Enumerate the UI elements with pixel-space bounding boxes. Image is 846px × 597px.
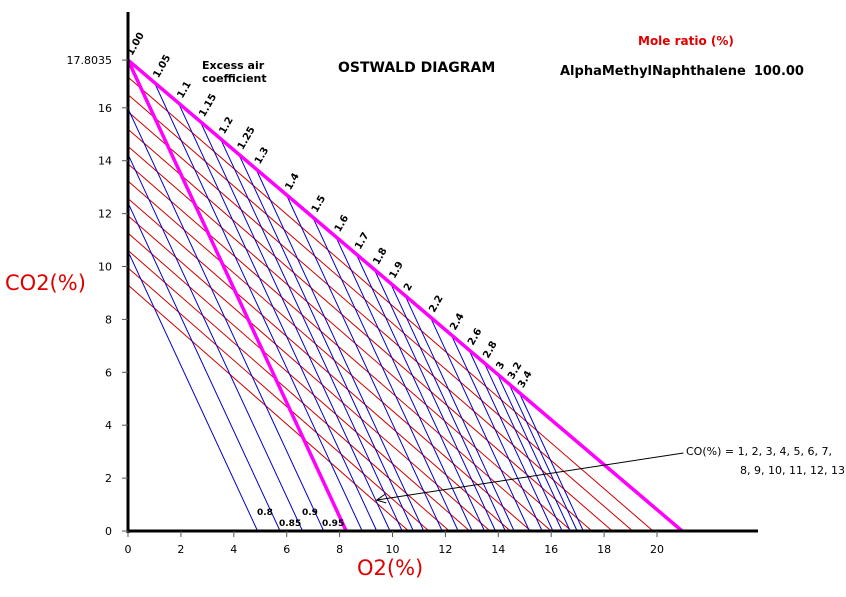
x-tick-label: 16 <box>544 543 558 556</box>
lambda-line-3.4 <box>518 392 584 532</box>
x-tick-label: 6 <box>283 543 290 556</box>
lambda-line-1.8 <box>373 269 496 532</box>
x-tick-label: 20 <box>650 543 664 556</box>
x-tick-label: 8 <box>336 543 343 556</box>
annotation-arrow-line <box>376 452 684 501</box>
annotation-arrowhead <box>375 493 387 504</box>
y-tick-label: 2 <box>105 472 112 485</box>
lambda-line-3 <box>496 373 571 532</box>
lambda-line-2.2 <box>429 316 530 532</box>
y-axis-title-text: CO2(%) <box>5 271 86 295</box>
lambda-line-2.8 <box>483 362 563 532</box>
lambda-label-1.15: 1.15 <box>197 92 219 119</box>
x-tick-label: 12 <box>438 543 452 556</box>
x-tick-label: 2 <box>177 543 184 556</box>
y-tick-label: 6 <box>105 366 112 379</box>
lambda-label-1.9: 1.9 <box>388 260 406 281</box>
lambda-label-0.9: 0.9 <box>302 508 318 518</box>
lambda-line-1.2 <box>219 138 403 532</box>
y-tick-label: 4 <box>105 419 112 432</box>
boundary-line-co-zero <box>126 58 684 533</box>
co-line-3 <box>127 111 613 532</box>
lambda-line-1.3 <box>255 168 425 532</box>
excess-air-title: Excess air coefficient <box>202 59 267 85</box>
x-axis-title: O2(%) <box>357 556 423 580</box>
lambda-lines <box>127 82 584 532</box>
fuel-name: AlphaMethylNaphthalene <box>560 64 746 79</box>
lambda-line-1.25 <box>238 154 414 532</box>
y-tick-label: 16 <box>98 102 112 115</box>
lambda-line-1.9 <box>390 282 506 532</box>
co-annotation-arrow <box>375 452 684 504</box>
lambda-label-0.8: 0.8 <box>257 508 273 518</box>
lambda-label-1.1: 1.1 <box>175 80 193 101</box>
lambda-label-2.6: 2.6 <box>466 327 484 348</box>
axes: 0 2 4 6 8 10 12 14 16 18 20 0 2 4 6 8 10 12 14 16 17.8035 <box>67 12 758 556</box>
lambda-label-1.8: 1.8 <box>371 246 389 267</box>
y-tick-label: 10 <box>98 261 112 274</box>
lambda-label-0.95: 0.95 <box>322 519 344 529</box>
lambda-line-0.95 <box>127 108 325 532</box>
lambda-line-1.6 <box>335 236 473 532</box>
lambda-line-1.5 <box>312 216 459 532</box>
lambda-label-1.3: 1.3 <box>253 145 271 166</box>
y-axis-title: CO2(%) <box>5 271 86 295</box>
x-axis-title-text: O2(%) <box>357 556 424 580</box>
y-tick-label: 0 <box>105 525 112 538</box>
boundary-lines <box>126 58 684 533</box>
lambda-label-3: 3 <box>494 360 507 372</box>
lambda-line-1.05 <box>153 82 363 532</box>
lambda-label-1.5: 1.5 <box>310 194 328 215</box>
lambda-line-1.7 <box>355 253 485 532</box>
lambda-line-1.15 <box>199 121 391 532</box>
co-line-2 <box>127 94 633 532</box>
x-tick-label: 10 <box>386 543 400 556</box>
fuel-ratio: 100.00 <box>753 64 804 79</box>
boundary-line-stoichiometric <box>126 59 348 532</box>
lambda-label-1.25: 1.25 <box>236 125 258 152</box>
lambda-label-2.2: 2.2 <box>427 294 445 315</box>
lambda-label-1.6: 1.6 <box>333 213 351 234</box>
lambda-label-1.2: 1.2 <box>217 115 235 136</box>
x-tick-label: 0 <box>125 543 132 556</box>
lambda-label-1.7: 1.7 <box>353 231 371 252</box>
co-line-13 <box>127 284 409 532</box>
y-tick-label: 14 <box>98 155 112 168</box>
lambda-line-0.85 <box>127 202 281 532</box>
lambda-line-3.2 <box>508 383 578 532</box>
lambda-label-2.4: 2.4 <box>448 311 466 332</box>
co-line-7 <box>127 180 532 532</box>
lambda-line-0.8 <box>127 251 259 532</box>
co-line-9 <box>127 215 491 532</box>
co-annotation-line1: CO(%) = 1, 2, 3, 4, 5, 6, 7, <box>686 445 833 458</box>
co-line-11 <box>127 249 450 532</box>
lambda-label-2.8: 2.8 <box>481 339 499 360</box>
y-tick-label: 12 <box>98 208 112 221</box>
co-line-5 <box>127 146 572 532</box>
lambda-line-0.9 <box>127 154 304 532</box>
co-line-10 <box>127 232 471 532</box>
fuel-row: AlphaMethylNaphthalene 100.00 <box>560 64 804 79</box>
x-tick-label: 4 <box>230 543 237 556</box>
lambda-line-1.4 <box>285 194 443 532</box>
y-max-label: 17.8035 <box>67 54 113 67</box>
lambda-label-1.4: 1.4 <box>283 171 301 192</box>
lambda-label-0.85: 0.85 <box>279 519 301 529</box>
co-line-8 <box>127 198 511 532</box>
lambda-line-2 <box>404 295 515 532</box>
x-tick-label: 14 <box>491 543 505 556</box>
y-tick-label: 8 <box>105 313 112 326</box>
lambda-line-1.1 <box>177 102 378 532</box>
lambda-label-1.05: 1.05 <box>151 53 173 80</box>
chart-title: OSTWALD DIAGRAM <box>338 60 496 76</box>
mole-ratio-title: Mole ratio (%) <box>638 34 734 48</box>
co-line-6 <box>127 163 552 532</box>
lambda-label-2: 2 <box>402 281 415 293</box>
lambda-line-2.4 <box>450 334 543 532</box>
lambda-line-2.6 <box>468 349 554 532</box>
x-tick-label: 18 <box>597 543 611 556</box>
co-annotation-line2: 8, 9, 10, 11, 12, 13 <box>740 464 845 477</box>
co-line-4 <box>127 128 593 532</box>
